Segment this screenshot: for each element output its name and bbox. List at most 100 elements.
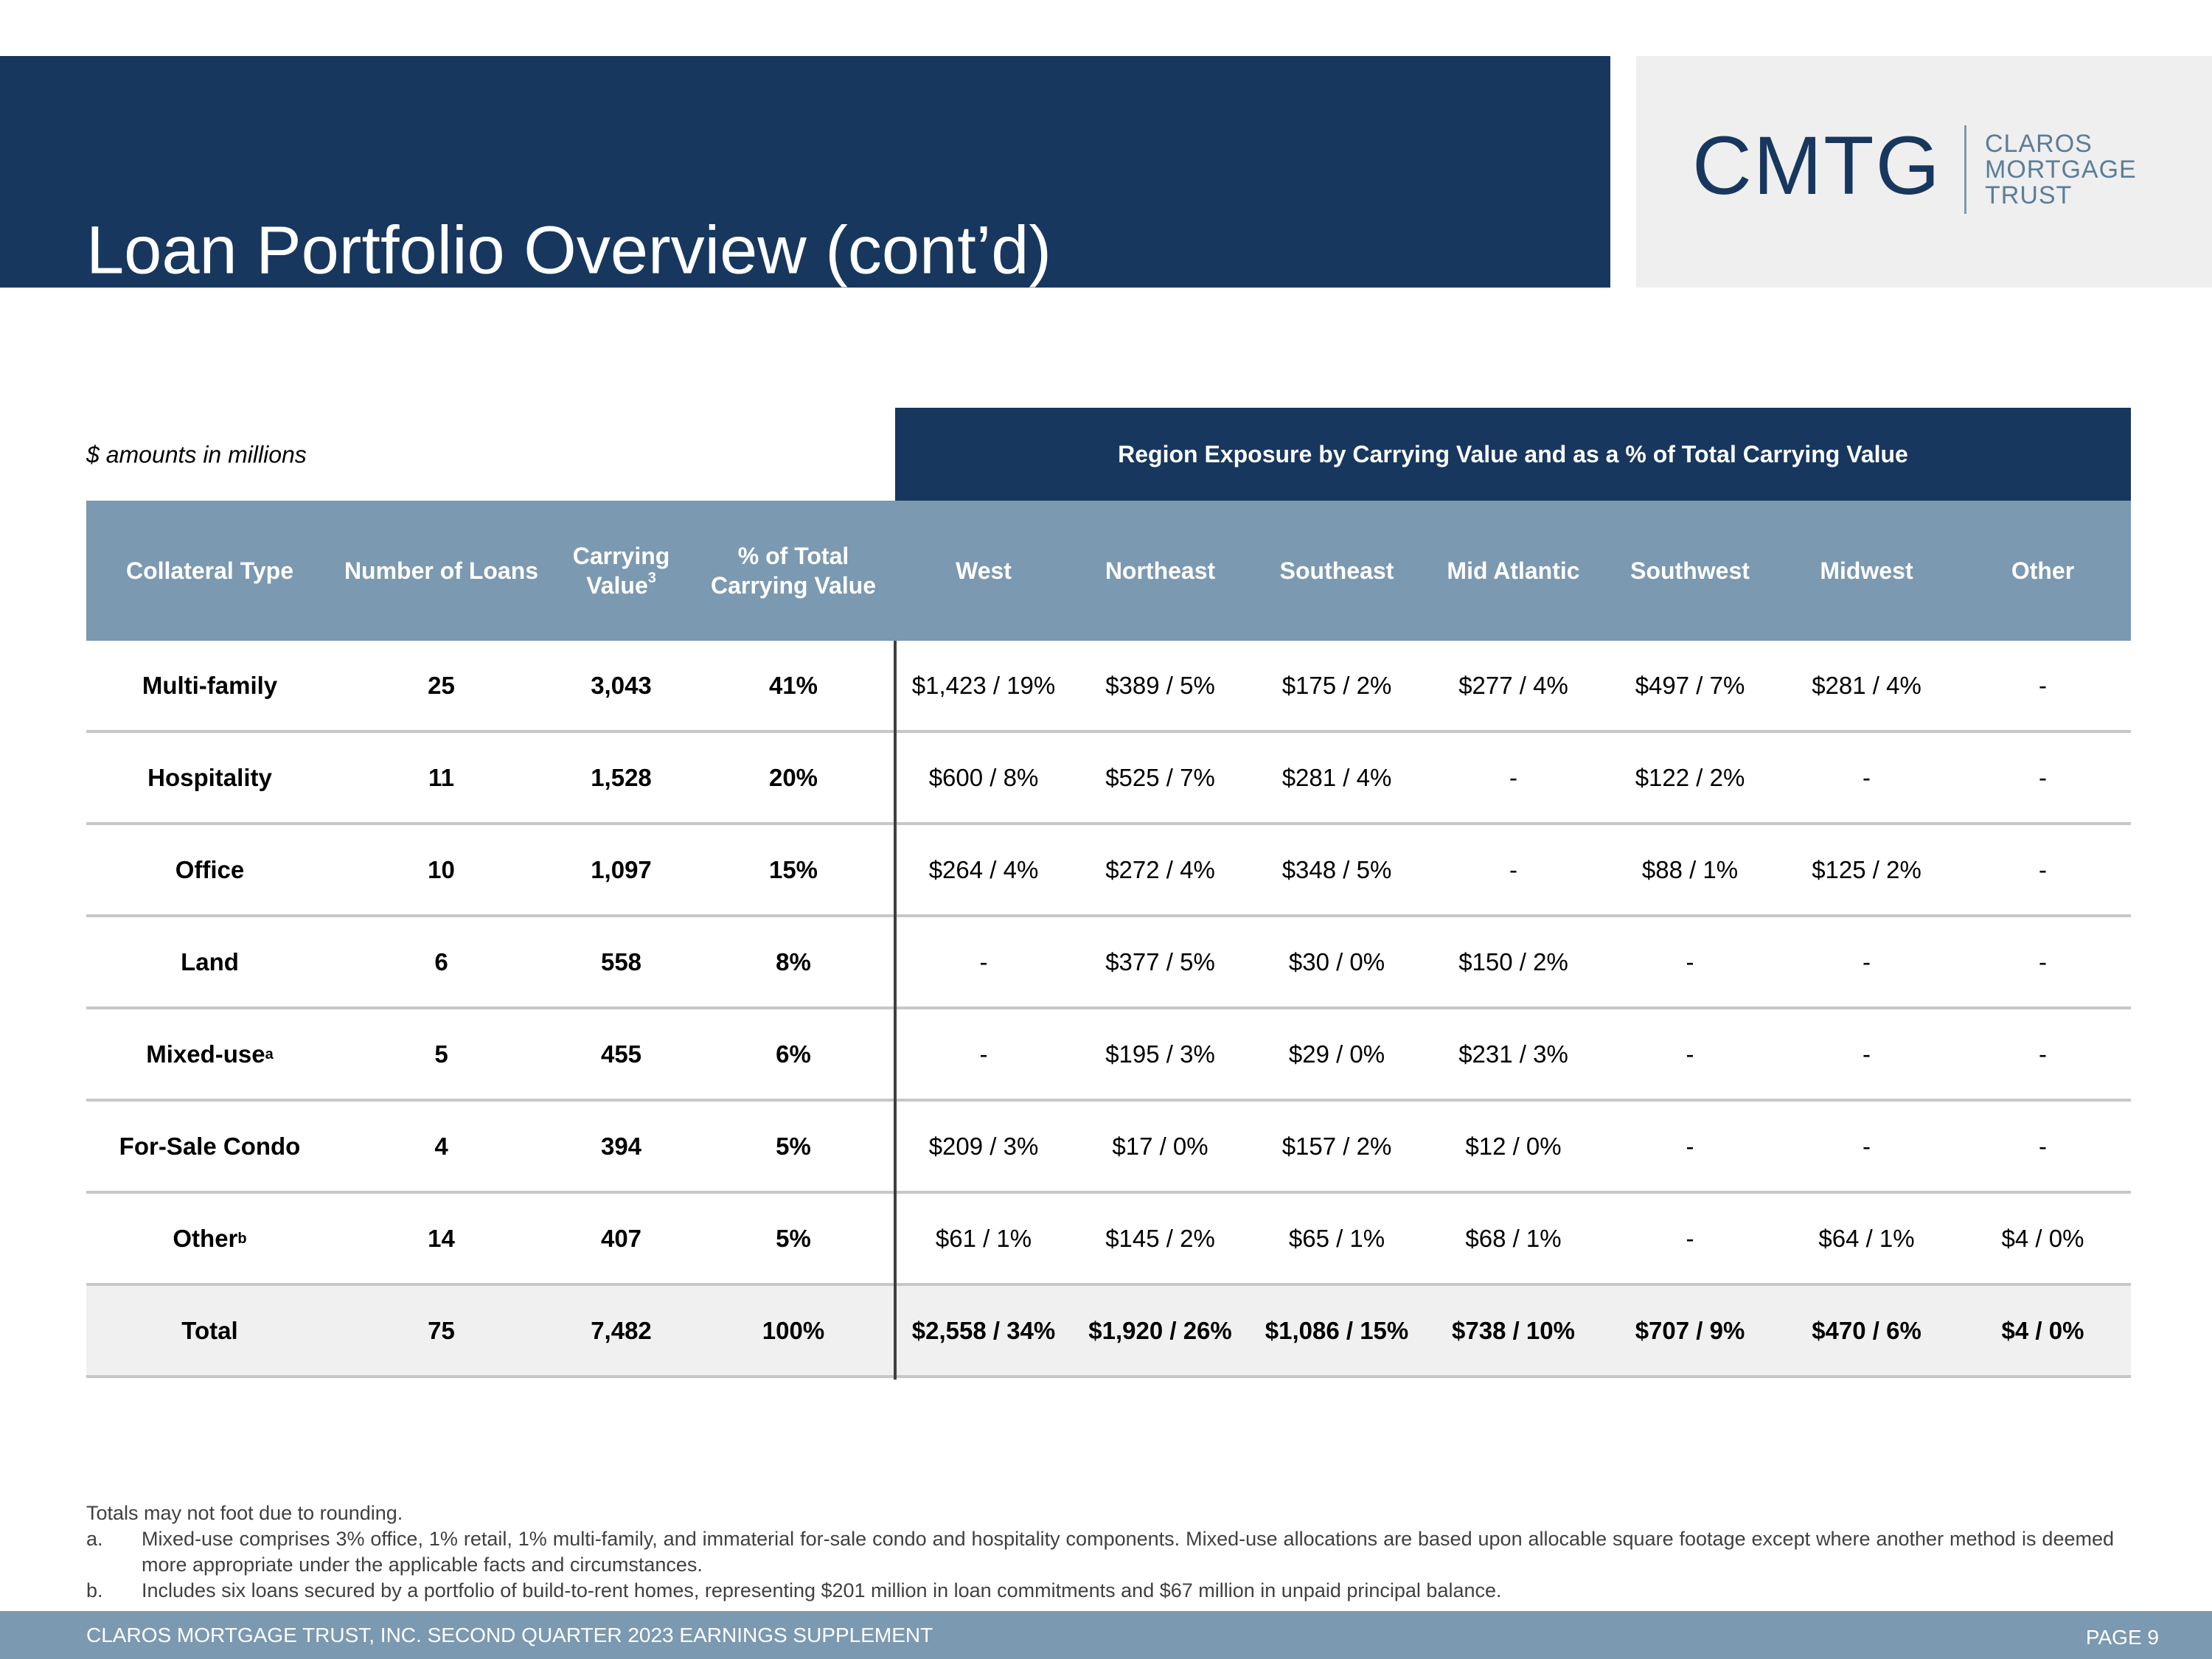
- header-southeast: Southeast: [1279, 557, 1394, 584]
- region-divider-line: [894, 641, 897, 1380]
- footnote-b-marker: b.: [86, 1579, 103, 1601]
- total-row: Total 75 7,482 100% $2,558 / 34% $1,920 …: [86, 1286, 2131, 1378]
- cell-west: -: [979, 947, 988, 975]
- cell-collateral-type: Other b: [173, 1224, 247, 1252]
- cell-collateral-type: Hospitality: [147, 763, 272, 791]
- cell-midwest: -: [1863, 947, 1871, 975]
- header-carrying-value-sup: 3: [647, 570, 656, 586]
- cell-other: -: [2039, 855, 2047, 883]
- logo-line-1: CLAROS: [1985, 130, 2093, 158]
- cell-midwest: $64 / 1%: [1818, 1224, 1915, 1252]
- cell-number-of-loans: 75: [428, 1316, 455, 1344]
- cell-southwest: $88 / 1%: [1641, 855, 1739, 883]
- header-west: West: [956, 557, 1012, 584]
- table-row: Land 6 558 8% - $377 / 5% $30 / 0% $150 …: [86, 917, 2131, 1009]
- cell-southwest: -: [1686, 1040, 1694, 1068]
- header-number-of-loans: Number of Loans: [344, 557, 539, 584]
- cell-other: -: [2039, 671, 2047, 699]
- cell-southeast: $29 / 0%: [1288, 1040, 1385, 1068]
- footnote-a-text: Mixed-use comprises 3% office, 1% retail…: [142, 1528, 2114, 1576]
- table-row: Multi-family 25 3,043 41% $1,423 / 19% $…: [86, 641, 2131, 733]
- table-row: For-Sale Condo 4 394 5% $209 / 3% $17 / …: [86, 1102, 2131, 1194]
- cell-number-of-loans: 10: [428, 855, 455, 883]
- cell-west: $2,558 / 34%: [911, 1316, 1056, 1344]
- cell-mid-atlantic: $231 / 3%: [1458, 1040, 1568, 1068]
- logo-divider: [1964, 125, 1966, 214]
- cell-carrying-value: 407: [600, 1224, 642, 1252]
- page-title: Loan Portfolio Overview (cont’d): [86, 212, 1052, 288]
- cell-midwest: -: [1863, 763, 1871, 791]
- cell-pct-total: 41%: [768, 671, 818, 699]
- cell-mid-atlantic: $277 / 4%: [1458, 671, 1568, 699]
- cell-pct-total: 15%: [768, 855, 818, 883]
- logo-mark: CMTG: [1692, 119, 1941, 212]
- header-northeast: Northeast: [1105, 557, 1216, 584]
- footer-text: CLAROS MORTGAGE TRUST, INC. SECOND QUART…: [86, 1623, 933, 1646]
- cell-number-of-loans: 14: [428, 1224, 455, 1252]
- cell-collateral-type: Land: [181, 947, 239, 975]
- table-row: Office 10 1,097 15% $264 / 4% $272 / 4% …: [86, 825, 2131, 917]
- cell-number-of-loans: 11: [428, 763, 454, 791]
- cell-northeast: $389 / 5%: [1105, 671, 1215, 699]
- cell-number-of-loans: 5: [434, 1040, 448, 1068]
- cell-other: -: [2039, 947, 2047, 975]
- cell-southeast: $30 / 0%: [1288, 947, 1385, 975]
- cell-pct-total: 6%: [776, 1040, 811, 1068]
- logo-text: CLAROS MORTGAGE TRUST: [1985, 131, 2137, 209]
- cell-collateral-type: For-Sale Condo: [119, 1132, 301, 1160]
- cell-mid-atlantic: $12 / 0%: [1465, 1132, 1562, 1160]
- cell-west: $600 / 8%: [928, 763, 1039, 791]
- header-collateral-type: Collateral Type: [125, 557, 294, 584]
- cell-carrying-value: 1,528: [591, 763, 652, 791]
- cell-northeast: $17 / 0%: [1112, 1132, 1208, 1160]
- column-header-row: [86, 501, 2131, 641]
- cell-midwest: -: [1863, 1040, 1871, 1068]
- title-bar: Loan Portfolio Overview (cont’d): [0, 56, 1610, 288]
- cell-southeast: $65 / 1%: [1288, 1224, 1385, 1252]
- cell-southeast: $175 / 2%: [1281, 671, 1392, 699]
- cell-west: $209 / 3%: [928, 1132, 1039, 1160]
- cell-carrying-value: 558: [600, 947, 642, 975]
- cell-other: -: [2039, 1040, 2047, 1068]
- cell-pct-total: 20%: [768, 763, 818, 791]
- table-row: Hospitality 11 1,528 20% $600 / 8% $525 …: [86, 733, 2131, 825]
- cell-pct-total: 8%: [776, 947, 811, 975]
- cell-southwest: -: [1686, 1224, 1694, 1252]
- logo-line-3: TRUST: [1985, 181, 2073, 209]
- cell-northeast: $1,920 / 26%: [1088, 1316, 1232, 1344]
- cell-midwest: -: [1863, 1132, 1871, 1160]
- footnote-a: a. Mixed-use comprises 3% office, 1% ret…: [86, 1526, 2114, 1578]
- cell-southwest: $497 / 7%: [1635, 671, 1745, 699]
- footer-bar: CLAROS MORTGAGE TRUST, INC. SECOND QUART…: [0, 1611, 2212, 1659]
- cell-mid-atlantic: -: [1509, 855, 1517, 883]
- cell-southeast: $348 / 5%: [1281, 855, 1392, 883]
- cell-midwest: $125 / 2%: [1812, 855, 1921, 883]
- cell-southwest: $122 / 2%: [1635, 763, 1745, 791]
- cell-carrying-value: 7,482: [591, 1316, 652, 1344]
- cell-pct-total: 5%: [776, 1132, 811, 1160]
- cell-carrying-value: 1,097: [591, 855, 652, 883]
- footnotes: Totals may not foot due to rounding. a. …: [86, 1500, 2114, 1604]
- cell-mid-atlantic: $738 / 10%: [1452, 1316, 1575, 1344]
- header-carrying-value: Carrying Value3: [572, 543, 670, 599]
- cell-mid-atlantic: $150 / 2%: [1458, 947, 1568, 975]
- header-pct-total: % of Total Carrying Value: [710, 543, 877, 599]
- header-mid-atlantic: Mid Atlantic: [1447, 557, 1580, 584]
- cell-southwest: -: [1686, 947, 1694, 975]
- cell-west: $1,423 / 19%: [911, 671, 1056, 699]
- cell-midwest: $281 / 4%: [1812, 671, 1921, 699]
- cell-other: $4 / 0%: [2001, 1224, 2084, 1252]
- cell-carrying-value: 3,043: [591, 671, 652, 699]
- cell-midwest: $470 / 6%: [1812, 1316, 1921, 1344]
- cell-other: $4 / 0%: [2001, 1316, 2084, 1344]
- cell-northeast: $377 / 5%: [1105, 947, 1215, 975]
- cell-other: -: [2039, 763, 2047, 791]
- footnote-b-text: Includes six loans secured by a portfoli…: [142, 1579, 1502, 1601]
- cell-mid-atlantic: -: [1509, 763, 1517, 791]
- logo-box: [1636, 56, 2212, 288]
- header-southwest: Southwest: [1630, 557, 1750, 584]
- cell-collateral-type: Multi-family: [142, 671, 278, 699]
- logo-line-2: MORTGAGE: [1985, 156, 2137, 184]
- cell-northeast: $272 / 4%: [1105, 855, 1215, 883]
- cell-collateral-type: Office: [175, 855, 245, 883]
